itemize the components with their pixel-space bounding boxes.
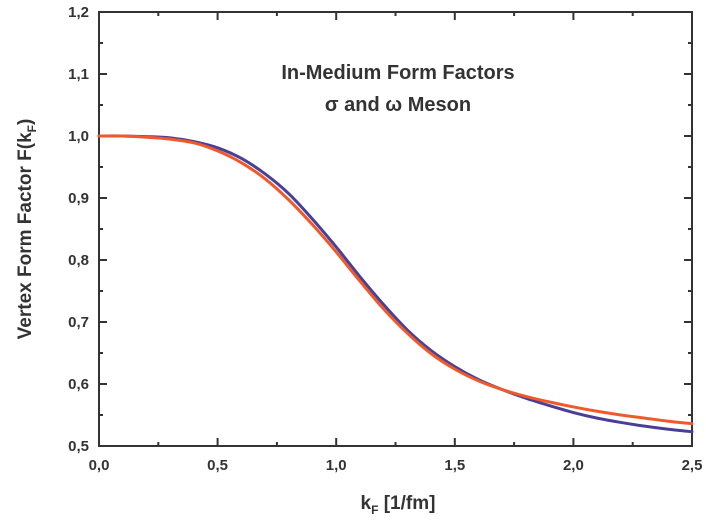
x-tick-label: 1,5 xyxy=(444,457,465,474)
x-axis-title: kF [1/fm] xyxy=(361,493,436,517)
x-tick-label: 2,5 xyxy=(682,457,703,474)
axis-ticks xyxy=(98,11,693,447)
series-line-2 xyxy=(97,134,694,426)
y-tick-label: 1,0 xyxy=(68,128,89,145)
chart-title-line-2: σ and ω Meson xyxy=(325,94,471,116)
x-axis-title-rest: [1/fm] xyxy=(378,493,435,514)
y-axis-title-main: Vertex Form Factor F(k xyxy=(15,132,36,339)
x-axis-title-main: k xyxy=(361,493,372,514)
y-axis-title-rest: ) xyxy=(15,119,36,125)
x-tick-label: 1,0 xyxy=(326,457,347,474)
chart-title-line-1: In-Medium Form Factors xyxy=(281,62,514,84)
y-axis-title-subscript: F xyxy=(25,125,39,132)
y-tick-label: 1,2 xyxy=(68,4,89,21)
y-tick-label: 0,8 xyxy=(68,252,89,269)
series-lines xyxy=(97,134,694,434)
x-tick-label: 2,0 xyxy=(563,457,584,474)
y-axis-title: Vertex Form Factor F(kF) xyxy=(15,119,39,340)
x-axis-title-subscript: F xyxy=(371,503,378,517)
y-tick-label: 0,6 xyxy=(68,376,89,393)
tick-labels: 0,0 0,5 1,0 1,5 2,0 2,50,50,60,70,80,91,01,11… xyxy=(68,4,702,474)
y-tick-label: 0,9 xyxy=(68,190,89,207)
y-tick-label: 0,7 xyxy=(68,314,89,331)
y-tick-label: 0,5 xyxy=(68,438,89,455)
x-tick-label: 0,5 xyxy=(207,457,228,474)
series-line-1 xyxy=(97,134,694,434)
x-tick-label: 0,0 xyxy=(89,457,110,474)
y-tick-label: 1,1 xyxy=(68,66,89,83)
